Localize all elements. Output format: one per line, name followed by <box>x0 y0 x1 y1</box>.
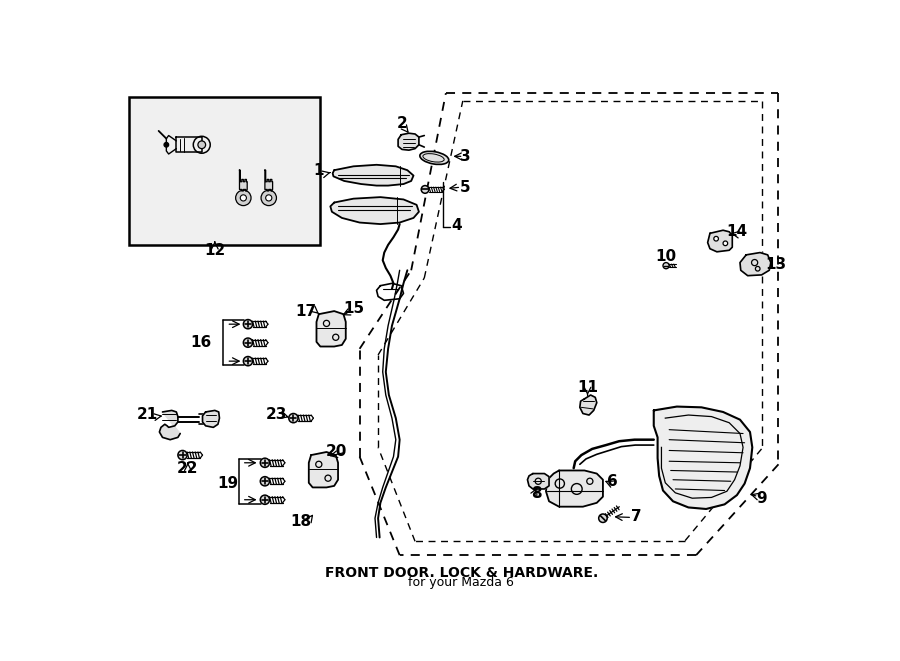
Polygon shape <box>740 253 770 276</box>
Text: 6: 6 <box>607 474 617 488</box>
Text: 9: 9 <box>756 492 767 506</box>
Circle shape <box>289 414 298 423</box>
Polygon shape <box>527 473 549 489</box>
Text: 18: 18 <box>291 514 311 529</box>
Circle shape <box>236 190 251 206</box>
Polygon shape <box>159 410 180 440</box>
Polygon shape <box>239 170 248 191</box>
Text: 11: 11 <box>577 380 598 395</box>
Circle shape <box>714 237 718 241</box>
Circle shape <box>164 143 168 147</box>
Polygon shape <box>202 410 220 428</box>
Text: 22: 22 <box>177 461 199 477</box>
Ellipse shape <box>420 151 449 165</box>
Text: 8: 8 <box>531 486 541 501</box>
Text: 4: 4 <box>451 218 462 233</box>
Text: 1: 1 <box>313 163 324 178</box>
Text: 23: 23 <box>266 407 287 422</box>
Polygon shape <box>317 311 346 346</box>
Polygon shape <box>398 134 418 150</box>
Circle shape <box>261 190 276 206</box>
Text: 21: 21 <box>137 407 157 422</box>
Circle shape <box>266 195 272 201</box>
Circle shape <box>198 141 205 149</box>
Polygon shape <box>546 471 603 507</box>
Polygon shape <box>330 197 419 224</box>
Circle shape <box>260 495 269 504</box>
Text: 3: 3 <box>460 149 471 164</box>
Circle shape <box>243 356 253 366</box>
Circle shape <box>723 241 728 246</box>
Text: 12: 12 <box>204 243 226 258</box>
Circle shape <box>260 458 269 467</box>
Text: 16: 16 <box>191 335 211 350</box>
Text: 10: 10 <box>655 249 677 264</box>
Polygon shape <box>707 230 733 252</box>
Polygon shape <box>653 407 752 509</box>
Text: 14: 14 <box>726 223 748 239</box>
Polygon shape <box>309 452 338 487</box>
Polygon shape <box>265 170 273 191</box>
Text: 15: 15 <box>343 301 364 316</box>
Circle shape <box>178 450 187 459</box>
Polygon shape <box>333 165 413 186</box>
Text: 19: 19 <box>218 476 238 491</box>
Circle shape <box>240 195 247 201</box>
Bar <box>129 97 320 245</box>
Text: 5: 5 <box>460 180 471 194</box>
Text: 20: 20 <box>326 444 347 459</box>
Polygon shape <box>580 395 597 415</box>
Text: 13: 13 <box>765 256 786 272</box>
Circle shape <box>243 338 253 347</box>
Circle shape <box>421 186 429 193</box>
Text: for your Mazda 6: for your Mazda 6 <box>409 576 514 589</box>
Text: 7: 7 <box>632 509 642 524</box>
Circle shape <box>663 262 670 269</box>
Text: 17: 17 <box>295 304 316 319</box>
Circle shape <box>260 477 269 486</box>
Text: FRONT DOOR. LOCK & HARDWARE.: FRONT DOOR. LOCK & HARDWARE. <box>325 566 598 580</box>
Circle shape <box>598 514 608 522</box>
Circle shape <box>243 319 253 329</box>
Text: 2: 2 <box>397 116 408 132</box>
